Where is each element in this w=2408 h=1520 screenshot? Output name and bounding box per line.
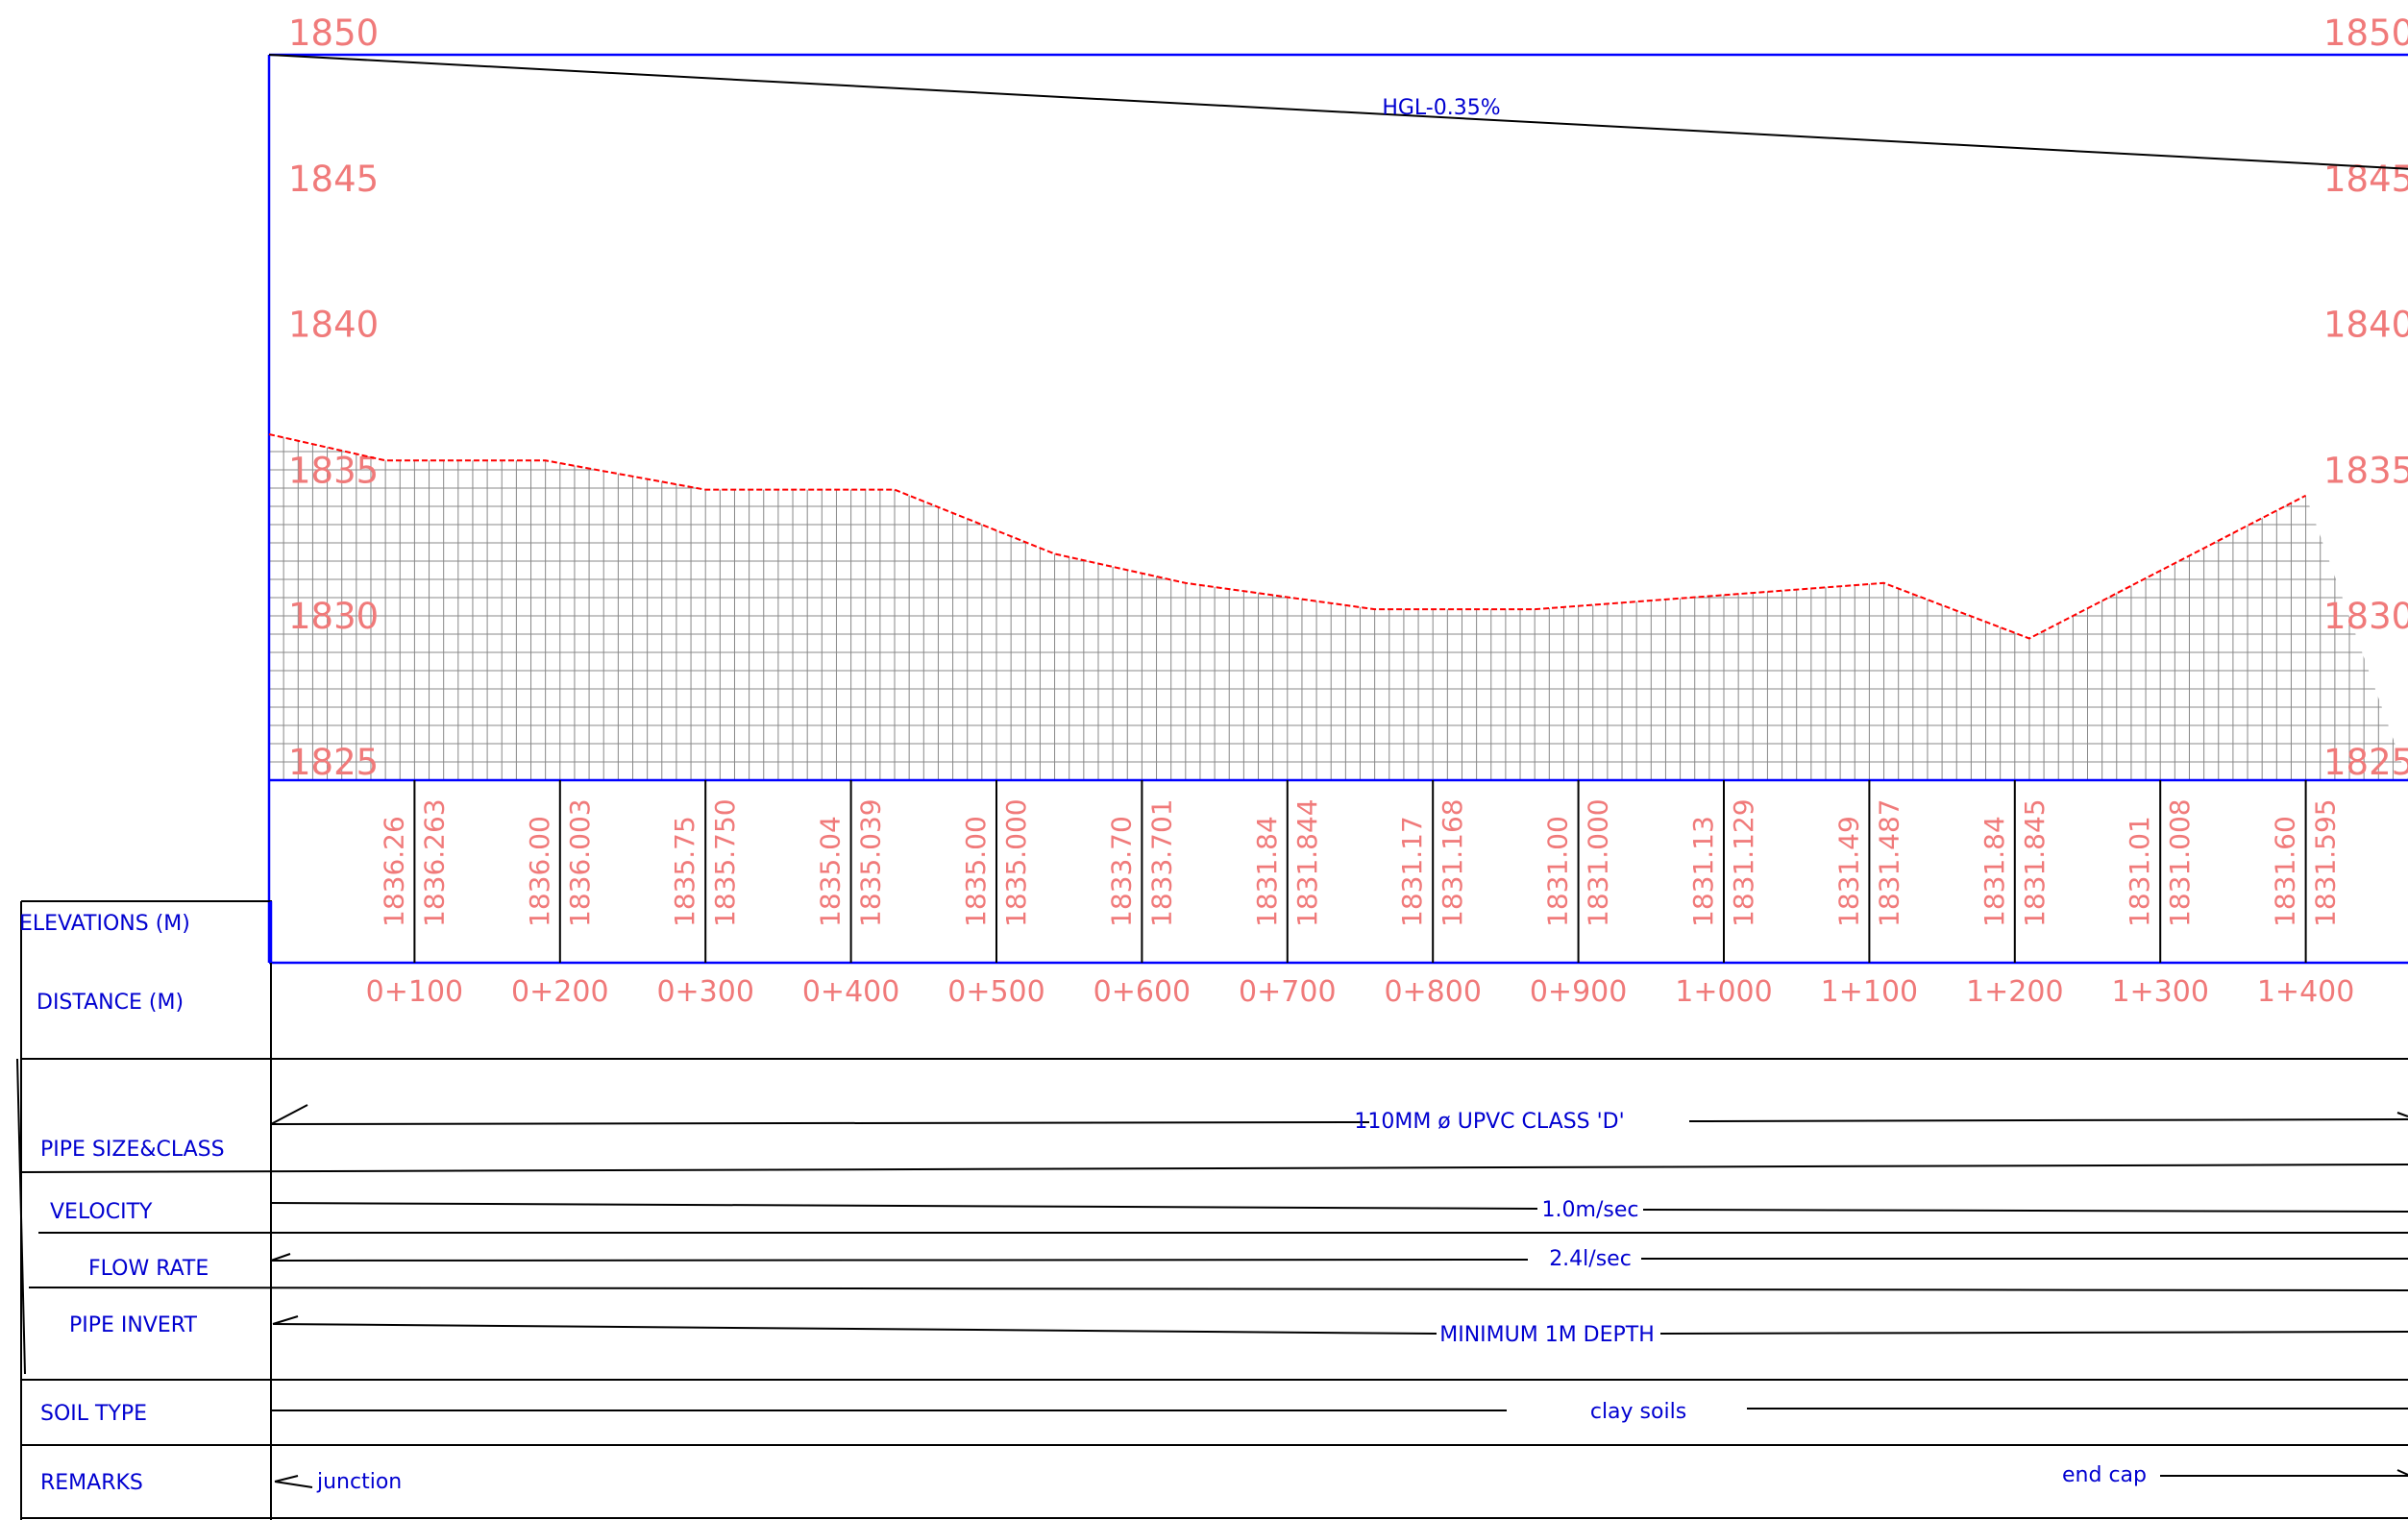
- distance-0+900: 0+900: [1530, 975, 1627, 1009]
- invert-elevation-0+600: 1833.701: [1145, 798, 1177, 927]
- invert-elevation-0+700: 1831.844: [1291, 798, 1323, 927]
- ground-elevation-0+100: 1836.26: [378, 816, 409, 927]
- ground-elevation-0+600: 1833.70: [1105, 816, 1137, 927]
- y-tick-right-1835: 1835: [2323, 450, 2408, 491]
- hgl-label: HGL-0.35%: [1382, 96, 1500, 120]
- remarks-label: REMARKS: [40, 1471, 143, 1495]
- y-tick-left-1830: 1830: [288, 596, 379, 637]
- distance-1+300: 1+300: [2111, 975, 2208, 1009]
- invert-elevation-0+800: 1831.168: [1437, 798, 1468, 927]
- ground-elevation-0+400: 1835.04: [815, 816, 847, 927]
- invert-elevation-0+100: 1836.263: [418, 798, 450, 927]
- distance-label: DISTANCE (M): [37, 991, 184, 1015]
- invert-elevation-0+400: 1835.039: [855, 798, 887, 927]
- distance-0+200: 0+200: [511, 975, 608, 1009]
- ground-elevation-0+300: 1835.75: [669, 816, 700, 927]
- distance-1+400: 1+400: [2257, 975, 2354, 1009]
- hgl-line: [268, 54, 2408, 170]
- ground-elevation-0+800: 1831.17: [1396, 816, 1428, 927]
- distance-1+100: 1+100: [1821, 975, 1918, 1009]
- pipe-invert-value: MINIMUM 1M DEPTH: [1439, 1323, 1655, 1347]
- ground-elevation-0+900: 1831.00: [1542, 816, 1574, 927]
- invert-elevation-1+100: 1831.487: [1873, 798, 1904, 927]
- y-tick-right-1840: 1840: [2323, 305, 2408, 346]
- y-tick-left-1845: 1845: [288, 159, 379, 200]
- y-tick-left-1835: 1835: [288, 450, 379, 491]
- ground-profile-line: [268, 432, 2307, 640]
- invert-elevation-1+200: 1831.845: [2019, 798, 2051, 927]
- distance-0+400: 0+400: [802, 975, 899, 1009]
- distance-0+100: 0+100: [366, 975, 463, 1009]
- ground-elevation-0+200: 1836.00: [524, 816, 555, 927]
- velocity-label: VELOCITY: [50, 1200, 153, 1224]
- table-frame: [16, 900, 2408, 1520]
- distance-1+200: 1+200: [1966, 975, 2063, 1009]
- y-tick-left-1840: 1840: [288, 305, 379, 346]
- remarks-start: junction: [316, 1470, 402, 1494]
- y-tick-right-1830: 1830: [2323, 596, 2408, 637]
- distance-0+700: 0+700: [1239, 975, 1336, 1009]
- velocity-value: 1.0m/sec: [1542, 1198, 1639, 1222]
- y-tick-left-1825: 1825: [288, 742, 379, 783]
- distance-0+300: 0+300: [656, 975, 753, 1009]
- soil-type-label: SOIL TYPE: [40, 1402, 147, 1426]
- ground-elevation-1+100: 1831.49: [1832, 816, 1864, 927]
- invert-elevation-0+900: 1831.000: [1583, 798, 1614, 927]
- invert-elevation-1+400: 1831.595: [2310, 798, 2342, 927]
- invert-elevation-0+300: 1835.750: [709, 798, 741, 927]
- pipe-size-label: PIPE SIZE&CLASS: [40, 1138, 225, 1162]
- flow-rate-value: 2.4l/sec: [1549, 1247, 1632, 1271]
- ground-elevation-1+400: 1831.60: [2270, 816, 2301, 927]
- invert-elevation-0+200: 1836.003: [564, 798, 596, 927]
- soil-type-value: clay soils: [1590, 1400, 1686, 1424]
- ground-elevation-1+300: 1831.01: [2124, 816, 2155, 927]
- ground-elevation-1+200: 1831.84: [1978, 816, 2010, 927]
- distance-0+800: 0+800: [1384, 975, 1481, 1009]
- ground-elevation-0+700: 1831.84: [1251, 816, 1283, 927]
- pipe-size-value: 110MM ø UPVC CLASS 'D': [1354, 1110, 1624, 1134]
- invert-elevation-1+300: 1831.008: [2164, 798, 2196, 927]
- elevations-label: ELEVATIONS (M): [19, 912, 190, 936]
- ground-elevation-0+500: 1835.00: [960, 816, 992, 927]
- pipe-invert-label: PIPE INVERT: [69, 1313, 197, 1337]
- y-tick-left-1850: 1850: [288, 12, 379, 54]
- y-tick-right-1850: 1850: [2323, 12, 2408, 54]
- distance-1+000: 1+000: [1675, 975, 1772, 1009]
- invert-elevation-0+500: 1835.000: [1000, 798, 1032, 927]
- y-tick-right-1825: 1825: [2323, 742, 2408, 783]
- flow-rate-label: FLOW RATE: [88, 1257, 209, 1281]
- invert-elevation-1+000: 1831.129: [1728, 798, 1759, 927]
- ground-elevation-1+000: 1831.13: [1687, 816, 1719, 927]
- remarks-end: end cap: [2062, 1463, 2147, 1487]
- distance-0+600: 0+600: [1093, 975, 1191, 1009]
- ground-hatch: [269, 433, 2408, 780]
- distance-0+500: 0+500: [947, 975, 1044, 1009]
